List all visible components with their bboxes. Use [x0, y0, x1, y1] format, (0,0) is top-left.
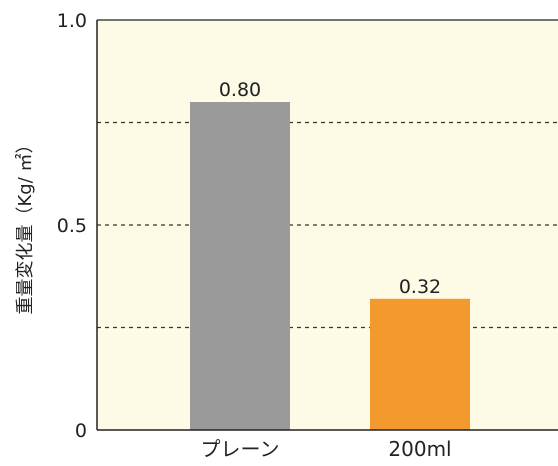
x-category-label: プレーン	[201, 437, 280, 461]
y-tick-label: 0.5	[57, 215, 87, 237]
data-label: 0.32	[399, 276, 441, 298]
plot-background	[97, 20, 558, 430]
y-axis-title: 重量変化量（Kg/ ㎡）	[14, 135, 36, 314]
bar-1	[190, 102, 290, 430]
data-label: 0.80	[219, 79, 261, 101]
y-tick-label: 0	[75, 420, 87, 442]
axes	[96, 19, 558, 431]
bars	[190, 102, 470, 430]
grid-lines	[97, 121, 558, 329]
labels: 0 0.5 1.0 プレーン 200ml 0.80 0.32	[57, 10, 452, 461]
bar-2	[370, 298, 470, 430]
y-tick-label: 1.0	[57, 10, 87, 32]
x-category-label: 200ml	[388, 437, 451, 461]
